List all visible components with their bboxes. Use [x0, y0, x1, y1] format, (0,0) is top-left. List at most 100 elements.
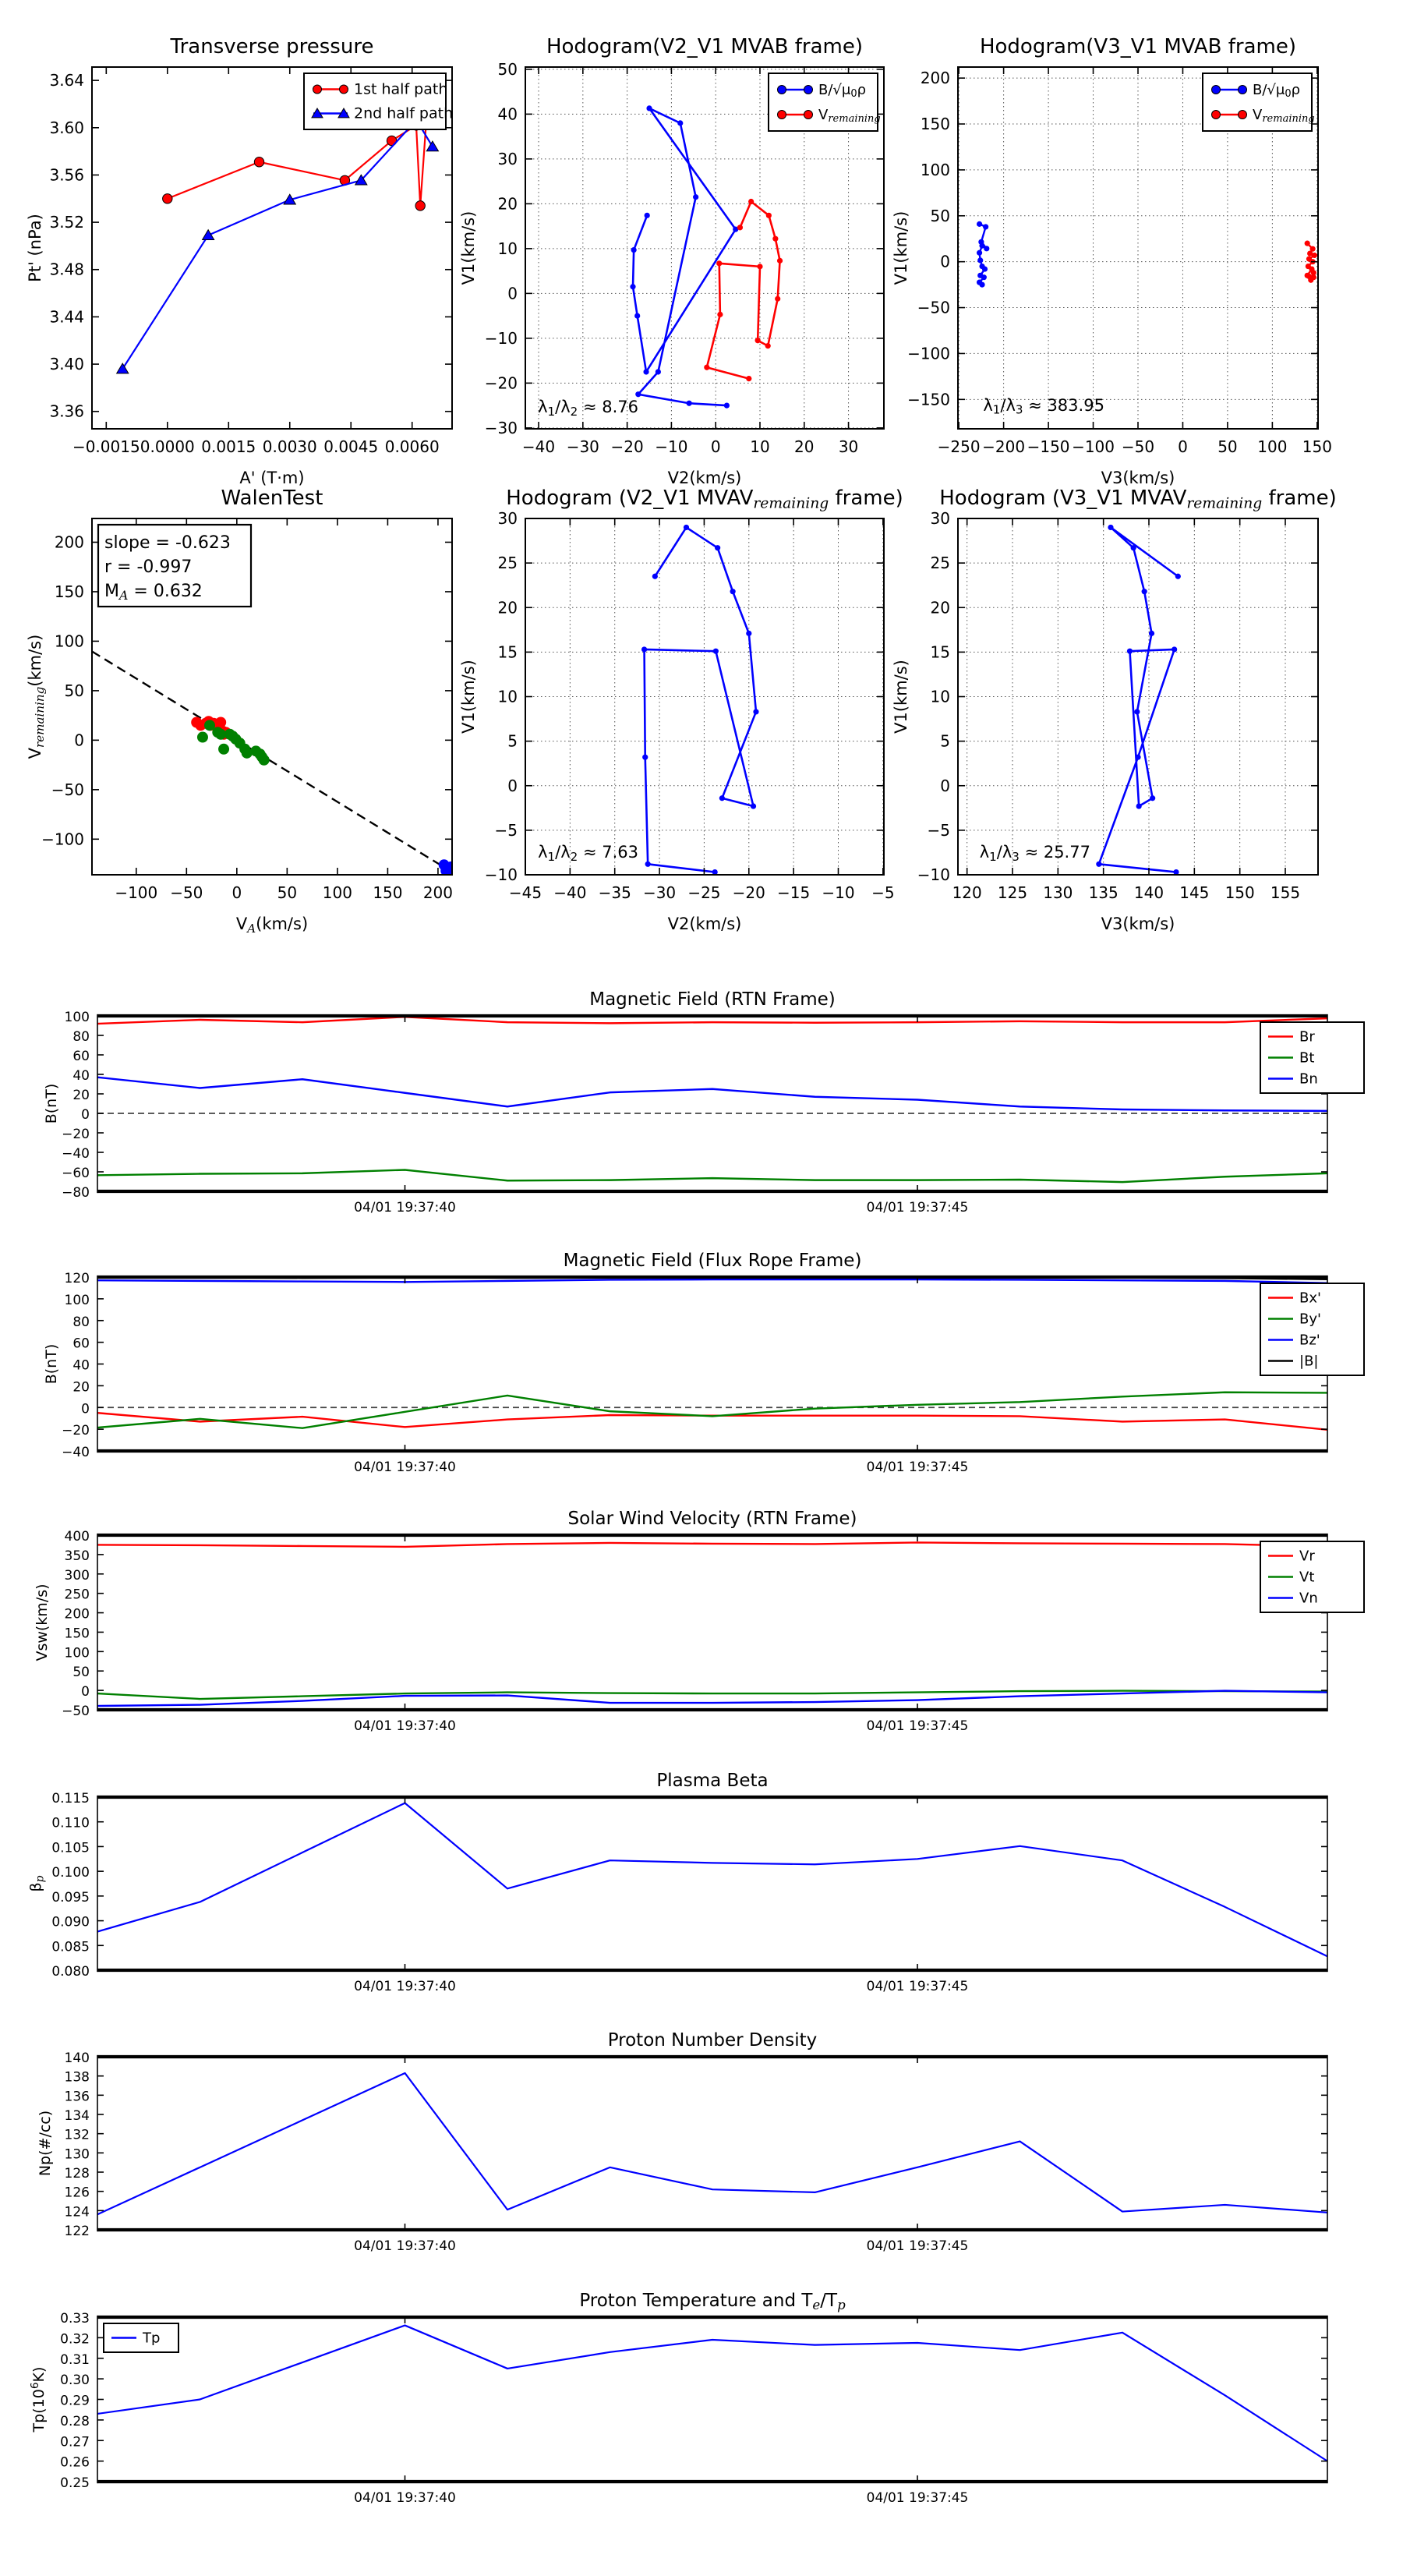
y-tick-label: 138: [65, 2070, 90, 2086]
y-tick-label: 100: [55, 632, 84, 650]
marker-circle: [984, 246, 990, 252]
marker-circle: [753, 709, 759, 715]
marker-circle: [1304, 240, 1310, 246]
marker-triangle: [115, 363, 129, 374]
x-tick-label: −25: [687, 883, 720, 902]
series-V remaining: [705, 200, 781, 380]
marker-circle: [757, 264, 763, 270]
y-tick-label: 30: [498, 509, 518, 528]
y-tick-label: 100: [65, 1645, 90, 1661]
marker-circle: [1211, 110, 1221, 119]
x-tick-label: 150: [1302, 437, 1332, 456]
series-group: [97, 2072, 1327, 2216]
y-tick-label: 3.60: [49, 119, 84, 137]
x-tick-label: −250: [938, 437, 981, 456]
y-tick-label: 30: [931, 509, 950, 528]
marker-circle: [1172, 646, 1178, 653]
legend-label: Bn: [1299, 1071, 1318, 1088]
x-tick-label: 0.0000: [140, 437, 195, 456]
y-tick-label: 0.115: [51, 1791, 90, 1806]
y-tick-label: 80: [72, 1029, 90, 1045]
gridlines: [525, 518, 884, 876]
legend: Tp: [103, 2323, 179, 2353]
marker-circle: [642, 754, 648, 760]
legend-label: 1st half path: [354, 81, 447, 98]
marker-circle: [772, 235, 779, 242]
y-tick-label: 150: [921, 115, 950, 133]
series-By': [97, 1391, 1327, 1429]
marker-circle: [444, 869, 452, 875]
marker-circle: [737, 225, 744, 231]
chart-solar-wind-velocity: 04/01 19:37:40 04/01 19:37:45 −50 0 50 100 150…: [34, 1509, 1365, 1734]
x-tick-label: 125: [998, 883, 1027, 902]
x-tick-label: 0.0030: [263, 437, 317, 456]
x-tick-label: −5: [871, 883, 894, 902]
x-tick-label: −40: [522, 437, 555, 456]
x-tick-label: 04/01 19:37:45: [867, 1200, 969, 1215]
x-tick-label: 04/01 19:37:40: [354, 2490, 456, 2506]
marker-circle: [1130, 545, 1136, 551]
legend-label: B/√μ0ρ: [818, 82, 866, 100]
x-tick-label: −50: [1122, 437, 1154, 456]
y-tick-label: 25: [498, 554, 518, 572]
marker-circle: [1150, 795, 1156, 801]
y-tick-label: 200: [55, 533, 84, 551]
x-tick-label: 04/01 19:37:40: [354, 1718, 456, 1734]
x-tick-label: 100: [1257, 437, 1287, 456]
legend-label: Vt: [1299, 1569, 1314, 1586]
legend-label: B/√μ0ρ: [1253, 82, 1300, 100]
marker-circle: [677, 120, 684, 126]
y-tick-label: −100: [41, 830, 84, 848]
y-tick-label: 250: [65, 1587, 90, 1603]
marker-circle: [686, 400, 692, 406]
y-tick-label: 0.085: [51, 1939, 90, 1955]
y-tick-label: 0.100: [51, 1865, 90, 1881]
marker-circle: [1173, 869, 1179, 875]
y-tick-label: 3.56: [49, 165, 84, 184]
marker-circle: [1311, 252, 1318, 259]
marker-circle: [1308, 277, 1314, 283]
y-tick-label: −150: [907, 390, 950, 409]
y-tick-label: 40: [72, 1358, 90, 1374]
marker-circle: [631, 246, 637, 253]
annotation: λ1/λ3 ≈ 383.95: [983, 396, 1104, 417]
marker-circle: [746, 630, 752, 636]
marker-circle: [1309, 246, 1316, 252]
x-tick-label: 04/01 19:37:45: [867, 1979, 969, 1994]
y-tick-label: 0.32: [60, 2331, 90, 2347]
x-tick-label: 100: [323, 883, 352, 902]
y-tick-label: 200: [921, 69, 950, 87]
marker-circle: [1135, 754, 1141, 760]
y-tick-label: 3.52: [49, 213, 84, 232]
series-group: [115, 114, 440, 374]
chart-hodogram-v3v1-mvav: 120 125 130 135 140 145 150 155 −10 −5 0 5 10 15 20 25 3…: [892, 487, 1337, 933]
y-tick-label: −20: [62, 1127, 90, 1142]
marker-circle: [716, 260, 723, 267]
y-tick-label: 0.105: [51, 1840, 90, 1856]
annotation: λ1/λ2 ≈ 8.76: [538, 398, 638, 419]
y-tick-label: 130: [65, 2146, 90, 2162]
y-tick-label: 10: [498, 688, 518, 706]
x-tick-label: 0.0015: [201, 437, 256, 456]
legend-label: Bx': [1299, 1290, 1321, 1307]
y-axis-label: Tp(106K): [29, 2367, 48, 2433]
y-tick-label: 20: [498, 598, 518, 617]
y-tick-label: 60: [72, 1049, 90, 1064]
marker-circle: [804, 85, 813, 94]
y-tick-label: 0.090: [51, 1915, 90, 1930]
marker-triangle: [354, 174, 368, 186]
marker-circle: [646, 105, 652, 111]
ticks: 04/01 19:37:40 04/01 19:37:45 0.25 0.26 0.27…: [60, 2311, 1327, 2506]
x-tick-label: 10: [750, 437, 769, 456]
marker-circle: [258, 754, 270, 766]
marker-circle: [983, 224, 989, 230]
series-beta_p: [97, 1802, 1327, 1958]
x-tick-label: −45: [509, 883, 542, 902]
chart-title: Transverse pressure: [170, 35, 374, 58]
y-tick-label: 0.110: [51, 1816, 90, 1831]
y-tick-label: 3.44: [49, 307, 84, 326]
y-tick-label: 150: [55, 582, 84, 601]
x-axis-label: A' (T·m): [239, 469, 304, 487]
y-tick-label: 50: [498, 60, 518, 79]
series-group: [1096, 524, 1181, 875]
